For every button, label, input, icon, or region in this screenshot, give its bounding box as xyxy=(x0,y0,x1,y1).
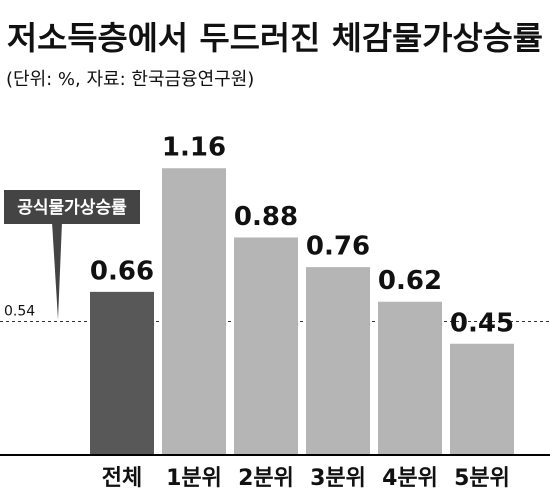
value-label: 0.66 xyxy=(90,256,154,286)
bar xyxy=(234,237,298,455)
x-tick-label: 전체 xyxy=(102,466,142,491)
bar xyxy=(306,267,370,455)
bar xyxy=(378,301,442,455)
callout-box xyxy=(4,190,140,224)
x-tick-label: 1분위 xyxy=(166,466,222,491)
bar xyxy=(450,343,514,455)
value-label: 0.62 xyxy=(378,266,442,296)
callout-pointer xyxy=(52,222,62,320)
bar xyxy=(90,291,154,455)
x-tick-label: 4분위 xyxy=(382,466,438,491)
value-label: 0.45 xyxy=(450,308,514,338)
reference-value-label: 0.54 xyxy=(4,304,35,320)
bar xyxy=(162,168,226,456)
chart-title: 저소득층에서 두드러진 체감물가상승률 xyxy=(7,19,543,57)
callout-label: 공식물가상승률 xyxy=(17,198,127,218)
x-tick-label: 2분위 xyxy=(238,466,294,491)
x-tick-label: 5분위 xyxy=(454,466,510,491)
value-label: 0.88 xyxy=(234,202,298,232)
chart-subtitle: (단위: %, 자료: 한국금융연구원) xyxy=(6,69,254,90)
value-label: 0.76 xyxy=(306,232,370,262)
x-tick-label: 3분위 xyxy=(310,466,366,491)
value-label: 1.16 xyxy=(162,133,226,163)
